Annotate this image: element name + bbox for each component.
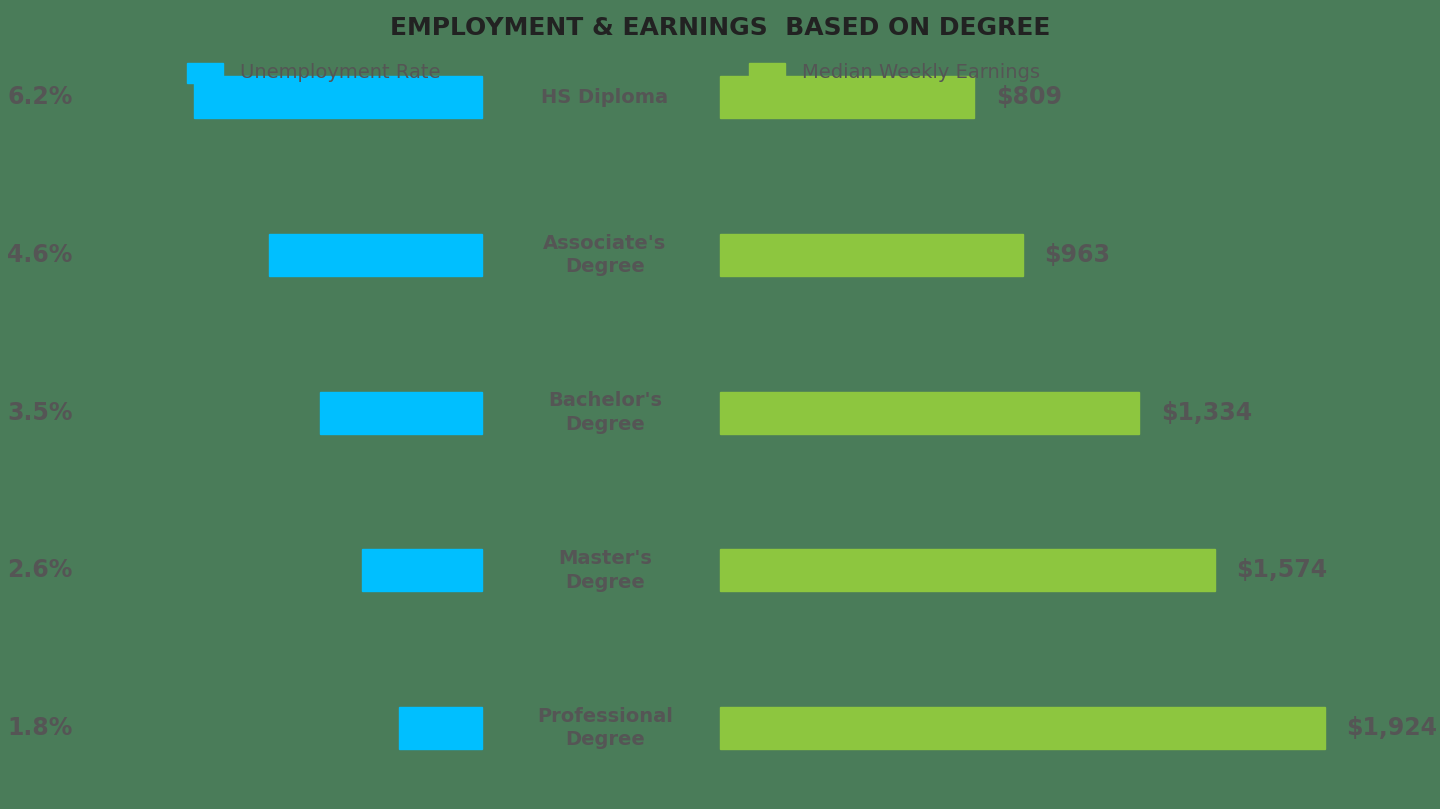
Text: Associate's
Degree: Associate's Degree: [543, 234, 667, 276]
Text: 3.5%: 3.5%: [7, 400, 72, 425]
Text: 1.8%: 1.8%: [7, 716, 72, 740]
Text: Master's
Degree: Master's Degree: [557, 549, 652, 591]
Bar: [720, 549, 1215, 591]
Bar: [399, 707, 482, 749]
Bar: [269, 234, 482, 276]
Bar: [320, 392, 482, 434]
Bar: [187, 63, 223, 83]
Text: 4.6%: 4.6%: [7, 243, 72, 267]
Bar: [720, 707, 1325, 749]
Bar: [749, 63, 785, 83]
Text: 2.6%: 2.6%: [7, 558, 72, 582]
Text: HS Diploma: HS Diploma: [541, 87, 668, 107]
Bar: [194, 76, 482, 118]
Bar: [720, 234, 1022, 276]
Text: $963: $963: [1044, 243, 1110, 267]
Bar: [720, 392, 1139, 434]
Text: $1,924: $1,924: [1346, 716, 1437, 740]
Text: Bachelor's
Degree: Bachelor's Degree: [547, 392, 662, 434]
Text: Professional
Degree: Professional Degree: [537, 707, 672, 749]
Text: 6.2%: 6.2%: [7, 85, 72, 109]
Text: $1,334: $1,334: [1161, 400, 1251, 425]
Text: Median Weekly Earnings: Median Weekly Earnings: [802, 63, 1040, 83]
Text: $809: $809: [996, 85, 1061, 109]
Bar: [720, 76, 975, 118]
Bar: [361, 549, 482, 591]
Text: Unemployment Rate: Unemployment Rate: [240, 63, 441, 83]
Text: $1,574: $1,574: [1237, 558, 1328, 582]
Text: EMPLOYMENT & EARNINGS  BASED ON DEGREE: EMPLOYMENT & EARNINGS BASED ON DEGREE: [390, 16, 1050, 40]
